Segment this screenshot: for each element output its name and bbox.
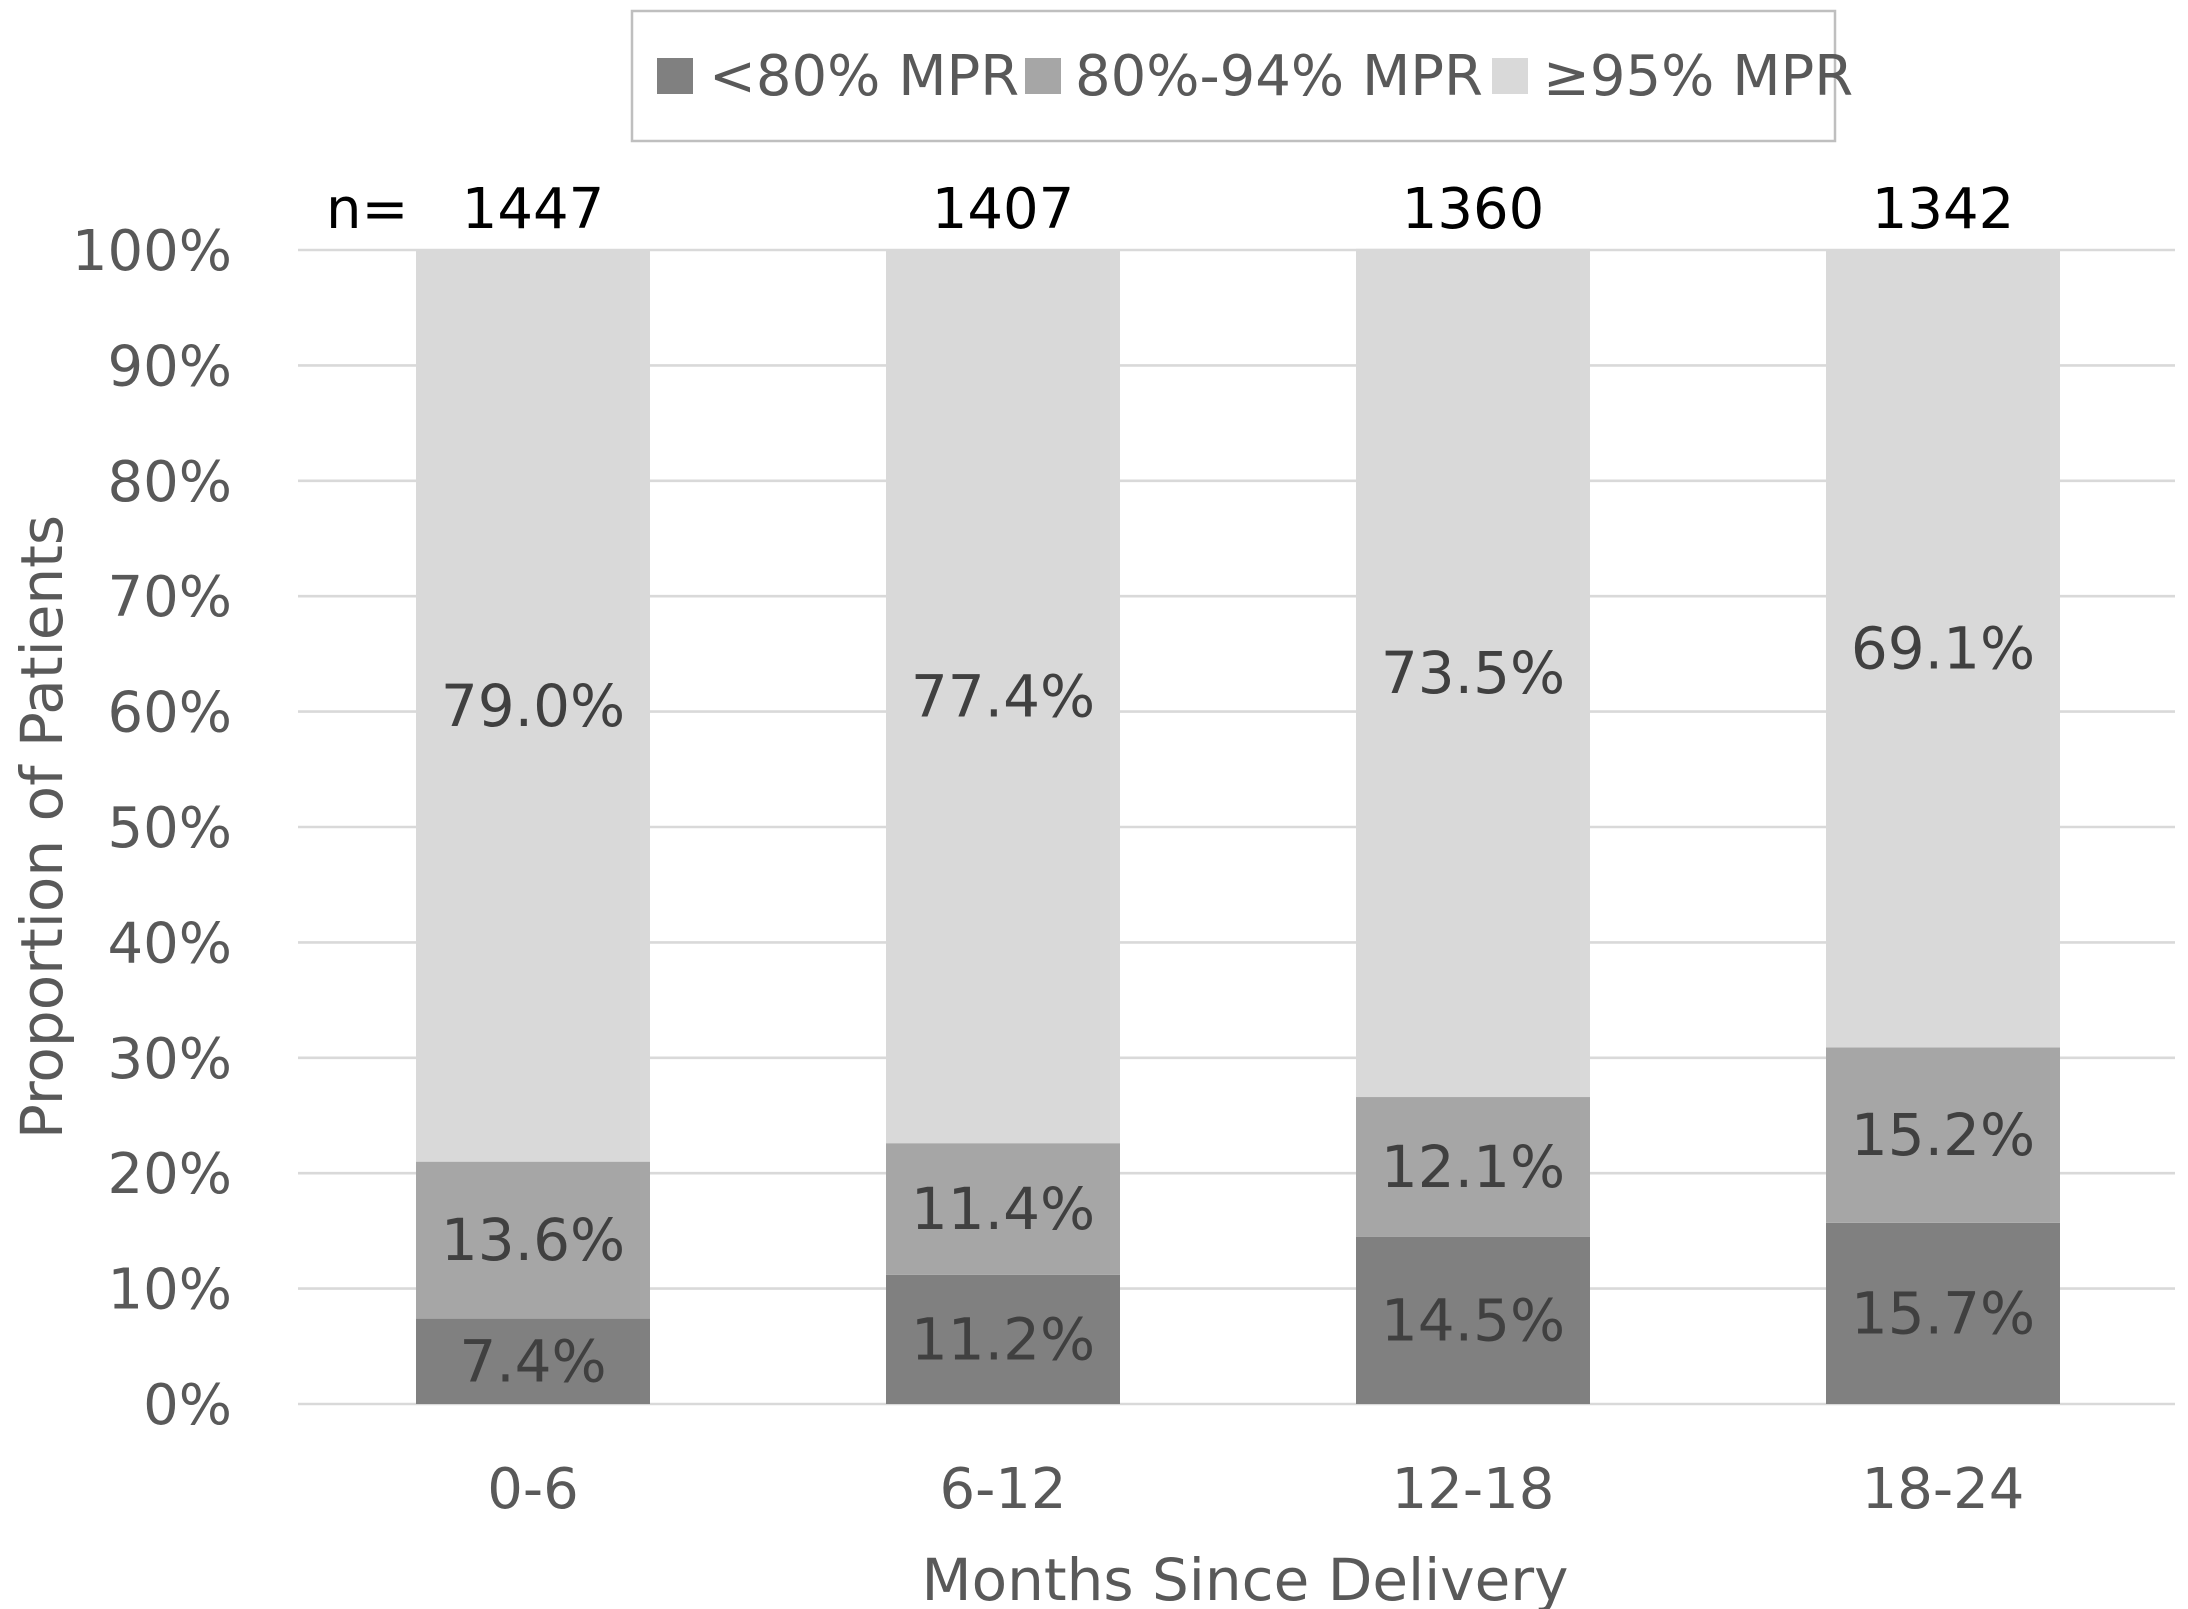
bar-segment <box>416 250 650 1162</box>
bar-segment <box>886 1143 1120 1275</box>
legend-swatch <box>1492 58 1528 94</box>
data-label: 13.6% <box>441 1206 625 1274</box>
y-axis-title: Proportion of Patients <box>8 515 76 1139</box>
data-label: 77.4% <box>911 663 1095 731</box>
data-labels: 7.4% 13.6% 79.0% 11.2% 11.4% 77.4% 14.5% 12.1% 7… <box>441 615 2035 1396</box>
x-tick-label: 18-24 <box>1862 1457 2025 1522</box>
y-tick-label: 20% <box>108 1142 232 1207</box>
n-value: 1360 <box>1402 177 1545 242</box>
data-label: 14.5% <box>1381 1286 1565 1354</box>
y-tick-label: 10% <box>108 1258 232 1323</box>
legend-label: ≥95% MPR <box>1543 44 1853 109</box>
bar-segment <box>886 1274 1120 1404</box>
data-label: 11.2% <box>911 1305 1095 1373</box>
y-axis: 0% 10% 20% 30% 40% 50% 60% 70% 80% 90% 100% <box>72 219 232 1438</box>
y-tick-label: 100% <box>72 219 232 284</box>
legend-swatch <box>657 58 693 94</box>
data-label: 79.0% <box>441 672 625 740</box>
data-label: 15.7% <box>1851 1279 2035 1347</box>
data-label: 12.1% <box>1381 1133 1565 1201</box>
bar-segment <box>416 1318 650 1404</box>
bar-segment <box>1356 1097 1590 1237</box>
n-prefix: n= <box>326 177 408 242</box>
y-tick-label: 50% <box>108 796 232 861</box>
bar-segment <box>416 1161 650 1319</box>
n-value: 1342 <box>1872 177 2015 242</box>
x-axis-title: Months Since Delivery <box>922 1546 1569 1609</box>
data-label: 73.5% <box>1381 639 1565 707</box>
bars <box>416 248 2060 1404</box>
data-label: 15.2% <box>1851 1101 2035 1169</box>
bar-segment <box>1826 250 2060 1048</box>
bar-segment <box>1356 1236 1590 1404</box>
n-value: 1447 <box>462 177 605 242</box>
y-tick-label: 0% <box>143 1373 232 1438</box>
sample-size-row: n= 1447 1407 1360 1342 <box>326 177 2014 242</box>
legend-label: <80% MPR <box>709 44 1019 109</box>
y-tick-label: 80% <box>108 450 232 515</box>
x-tick-label: 12-18 <box>1392 1457 1555 1522</box>
legend-box <box>630 9 1837 143</box>
data-label: 11.4% <box>911 1175 1095 1243</box>
x-tick-label: 6-12 <box>939 1457 1066 1522</box>
legend: <80% MPR 80%-94% MPR ≥95% MPR <box>630 9 1853 143</box>
data-label: 7.4% <box>459 1327 606 1395</box>
data-label: 69.1% <box>1851 615 2035 683</box>
x-tick-label: 0-6 <box>487 1457 578 1522</box>
bar-segment <box>1826 1047 2060 1223</box>
bar-segment <box>1356 248 1590 1098</box>
legend-swatch <box>1025 58 1061 94</box>
y-tick-label: 40% <box>108 911 232 976</box>
n-value: 1407 <box>932 177 1075 242</box>
bar-segment <box>886 250 1120 1144</box>
y-tick-label: 30% <box>108 1027 232 1092</box>
x-axis: 0-6 6-12 12-18 18-24 <box>487 1457 2024 1522</box>
y-tick-label: 70% <box>108 565 232 630</box>
bar-segment <box>1826 1222 2060 1404</box>
y-tick-label: 60% <box>108 681 232 746</box>
legend-label: 80%-94% MPR <box>1075 44 1483 109</box>
y-tick-label: 90% <box>108 334 232 399</box>
